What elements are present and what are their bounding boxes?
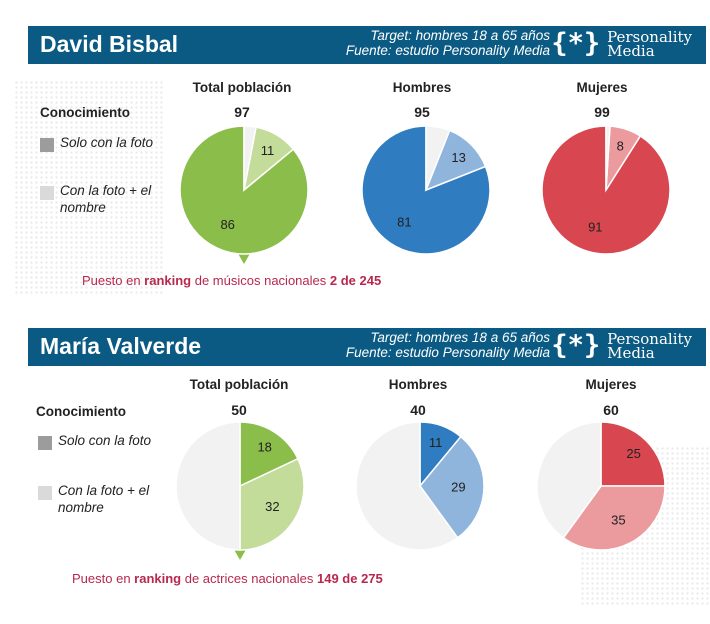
brace-asterisk-icon: {*} (551, 28, 601, 59)
chart-title: Hombres (392, 80, 452, 95)
pie-slice-remainder (605, 125, 611, 191)
slice-value-label: 11 (429, 435, 443, 450)
slice-value-label: 25 (626, 446, 640, 461)
slice-value-label: 81 (397, 214, 411, 229)
chart-title: Mujeres (585, 377, 637, 392)
ranking-text: Puesto en ranking de actrices nacionales… (72, 571, 383, 586)
slice-value-label: 8 (617, 139, 624, 154)
source-line: Fuente: estudio Personality Media (345, 43, 550, 58)
pie-chart-men: 11 29 (355, 421, 485, 551)
slice-value-label: 35 (611, 513, 625, 528)
brace-asterisk-icon: {*} (551, 330, 601, 361)
pie-slice-remainder (243, 125, 257, 191)
target-line: Target: hombres 18 a 65 años (370, 28, 550, 43)
legend-swatch-dark (38, 436, 52, 450)
panel-david-bisbal: David Bisbal Target: hombres 18 a 65 año… (0, 0, 710, 300)
target-info: Target: hombres 18 a 65 años Fuente: est… (346, 28, 550, 58)
slice-value-label: 11 (261, 143, 275, 158)
chart-total: 60 (603, 402, 619, 418)
chart-total: 40 (410, 402, 426, 418)
legend-title: Conocimiento (40, 105, 130, 120)
legend-item-photo-name: Con la foto + el nombre (38, 482, 158, 516)
person-name: David Bisbal (40, 31, 179, 57)
legend-swatch-light (38, 486, 52, 500)
pie-slice (600, 421, 666, 487)
chart-total: 95 (414, 104, 430, 120)
legend-label: Solo con la foto (58, 433, 152, 448)
slice-value-label: 29 (451, 480, 465, 495)
pie-slice-remainder (355, 421, 459, 551)
legend-item-photo-only: Solo con la foto (40, 134, 160, 152)
panel-header: David Bisbal Target: hombres 18 a 65 año… (28, 26, 706, 64)
chart-total: 97 (234, 104, 250, 120)
chart-title: Mujeres (576, 80, 628, 95)
panel-header: María Valverde Target: hombres 18 a 65 a… (28, 328, 706, 366)
brand-line1: Personality (607, 28, 692, 46)
chart-title: Total población (189, 377, 289, 392)
pie-slice (419, 435, 485, 539)
chart-title: Total población (192, 80, 292, 95)
brand-logo: {*} Personality Media (551, 28, 692, 60)
pie-chart-total: 86 11 (179, 125, 309, 264)
brand-line2: Media (607, 42, 655, 60)
ranking-keyword: ranking (144, 273, 192, 288)
brand-line1: Personality (607, 330, 692, 348)
pie-slice (562, 485, 666, 551)
ranking-value: 2 de 245 (329, 273, 382, 288)
legend-swatch-dark (40, 138, 54, 152)
pie-chart-women: 91 8 (541, 125, 671, 255)
pie-chart-men: 81 13 (361, 125, 491, 255)
pie-slice (239, 457, 305, 551)
pie-slice (239, 421, 299, 488)
ranking-value: 149 de 275 (316, 571, 383, 586)
brand-line2: Media (607, 344, 655, 362)
legend-title: Conocimiento (36, 404, 126, 419)
chart-title: Hombres (388, 377, 448, 392)
brand-logo: {*} Personality Media (551, 330, 692, 362)
legend-swatch-light (40, 186, 54, 200)
slice-value-label: 91 (588, 219, 602, 234)
slice-value-label: 86 (220, 217, 234, 232)
chart-total: 99 (594, 104, 610, 120)
legend-item-photo-only: Solo con la foto (38, 432, 158, 450)
pie-slice-remainder (425, 125, 451, 191)
chart-total: 50 (231, 402, 247, 418)
ranking-keyword: ranking (134, 571, 182, 586)
legend-label: Con la foto + el nombre (60, 183, 152, 215)
legend-label: Con la foto + el nombre (58, 483, 150, 515)
person-name: María Valverde (40, 333, 202, 359)
target-line: Target: hombres 18 a 65 años (370, 330, 550, 345)
pie-slice-remainder (536, 421, 602, 539)
legend-item-photo-name: Con la foto + el nombre (40, 182, 160, 216)
ranking-text: Puesto en ranking de músicos nacionales … (82, 273, 382, 288)
pie-slice-remainder (175, 421, 241, 551)
background-texture (14, 80, 164, 295)
slice-value-label: 18 (257, 440, 271, 455)
pie-chart-women: 25 35 (536, 421, 666, 551)
target-info: Target: hombres 18 a 65 años Fuente: est… (346, 330, 550, 360)
source-line: Fuente: estudio Personality Media (345, 345, 550, 360)
slice-value-label: 32 (265, 499, 279, 514)
slice-value-label: 13 (451, 150, 465, 165)
legend-label: Solo con la foto (60, 135, 154, 150)
panel-maria-valverde: María Valverde Target: hombres 18 a 65 a… (0, 316, 710, 616)
